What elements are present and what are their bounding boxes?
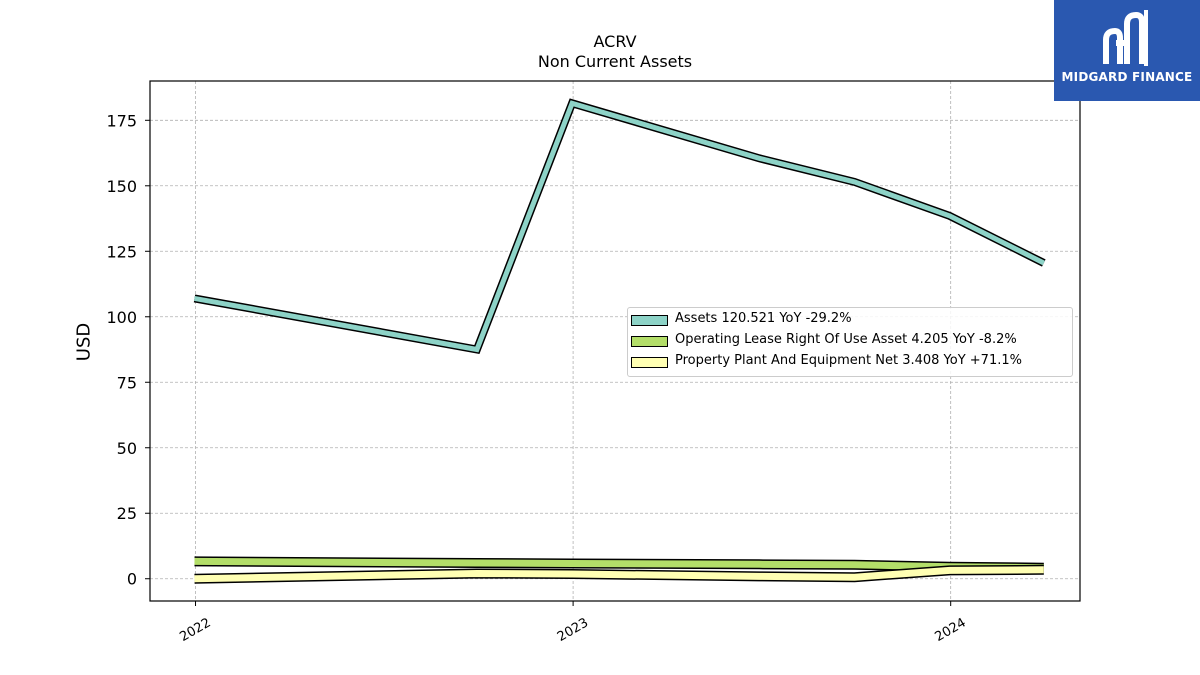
chart-title: ACRV xyxy=(593,32,637,51)
legend-item-assets: Assets 120.521 YoY -29.2% xyxy=(628,310,1068,330)
x-tick-label: 2023 xyxy=(555,615,591,645)
midgard-finance-logo: MIDGARD FINANCE xyxy=(1054,0,1200,101)
x-tick-label: 2024 xyxy=(933,615,969,645)
legend-swatch-assets xyxy=(631,315,668,326)
legend-label-operating-lease: Operating Lease Right Of Use Asset 4.205… xyxy=(675,332,1017,347)
y-tick-label: 0 xyxy=(127,570,137,589)
y-axis-label: USD xyxy=(73,322,95,362)
legend-item-ppe: Property Plant And Equipment Net 3.408 Y… xyxy=(628,352,1068,372)
legend-swatch-ppe xyxy=(631,357,668,368)
legend: Assets 120.521 YoY -29.2% Operating Leas… xyxy=(627,307,1073,377)
logo-mark-icon xyxy=(1103,10,1148,66)
plot-area-frame xyxy=(149,80,1081,602)
y-tick-label: 125 xyxy=(106,242,137,261)
y-tick-label: 75 xyxy=(117,373,137,392)
legend-item-operating-lease: Operating Lease Right Of Use Asset 4.205… xyxy=(628,331,1068,351)
chart-subtitle: Non Current Assets xyxy=(537,52,693,71)
legend-swatch-operating-lease xyxy=(631,336,668,347)
logo-text: MIDGARD FINANCE xyxy=(1061,70,1193,84)
legend-label-assets: Assets 120.521 YoY -29.2% xyxy=(675,311,852,326)
data-series xyxy=(193,98,1046,584)
y-tick-label: 25 xyxy=(117,504,137,523)
y-tick-label: 150 xyxy=(106,177,137,196)
y-tick-label: 175 xyxy=(106,111,137,130)
y-tick-label: 50 xyxy=(117,439,137,458)
x-tick-label: 2022 xyxy=(177,615,213,645)
legend-label-ppe: Property Plant And Equipment Net 3.408 Y… xyxy=(675,353,1022,368)
y-tick-label: 100 xyxy=(106,308,137,327)
